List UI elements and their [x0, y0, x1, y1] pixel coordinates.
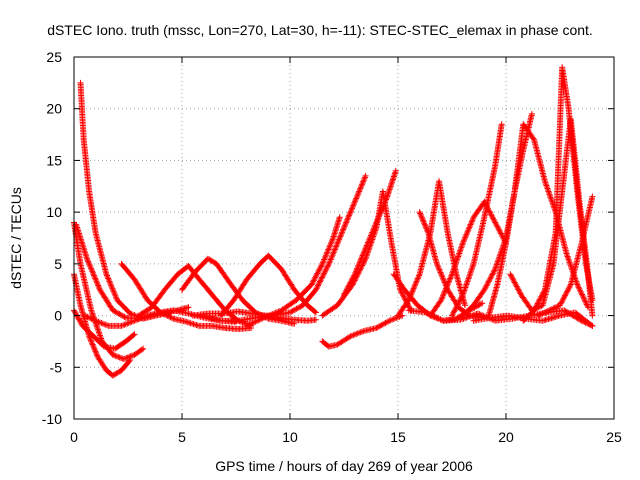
axis-ticks: 0 5 10 15 20 25 -10 -5 0 5 10 15 20 25: [42, 49, 622, 445]
data-point-markers: [405, 307, 596, 329]
plot-frame: [73, 56, 615, 420]
y-tick-label: 10: [46, 204, 62, 220]
x-tick-label: 5: [178, 429, 186, 445]
data-series: [520, 64, 596, 324]
data-point-markers: [520, 64, 596, 324]
chart-title: dSTEC Iono. truth (mssc, Lon=270, Lat=30…: [47, 22, 593, 38]
data-point-markers: [449, 121, 505, 319]
data-series: [135, 262, 255, 329]
y-tick-label: 25: [46, 49, 62, 65]
x-tick-label: 0: [70, 429, 78, 445]
data-point-markers: [319, 312, 406, 350]
data-series: [243, 214, 343, 329]
data-series: [449, 121, 505, 319]
data-point-markers: [135, 262, 255, 329]
x-tick-label: 25: [606, 429, 622, 445]
data-series: [405, 307, 596, 329]
y-tick-label: -5: [50, 359, 63, 375]
x-tick-label: 15: [390, 429, 406, 445]
y-tick-label: 15: [46, 152, 62, 168]
data-series: [319, 312, 406, 350]
data-point-markers: [243, 214, 343, 329]
y-tick-label: 0: [54, 308, 62, 324]
x-tick-label: 20: [498, 429, 514, 445]
data-series: [200, 172, 369, 324]
y-tick-label: 20: [46, 101, 62, 117]
y-tick-label: 5: [54, 256, 62, 272]
data-point-markers: [341, 167, 399, 298]
data-points: [71, 64, 596, 379]
data-point-markers: [200, 172, 369, 324]
y-axis-label: dSTEC / TECUs: [8, 187, 24, 289]
x-axis-label: GPS time / hours of day 269 of year 2006: [215, 458, 473, 474]
y-tick-label: -10: [42, 411, 62, 427]
data-series: [341, 167, 399, 298]
x-tick-label: 10: [282, 429, 298, 445]
